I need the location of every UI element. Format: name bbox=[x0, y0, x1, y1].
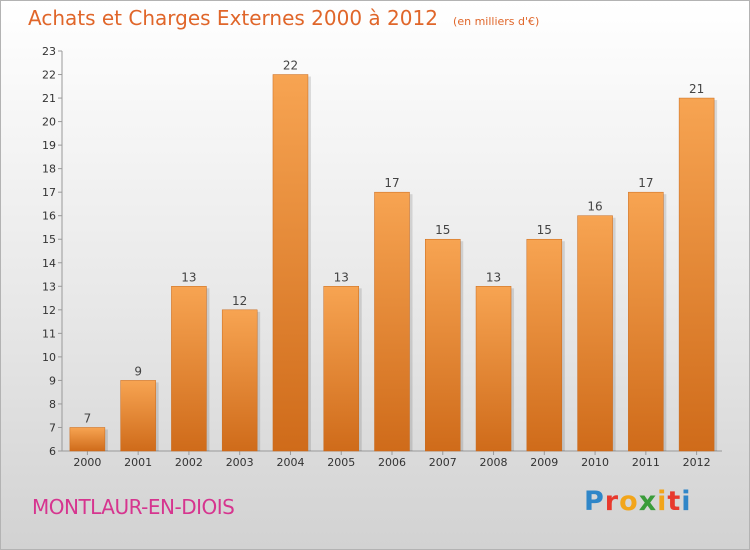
bar-2011 bbox=[628, 191, 664, 452]
x-tick-label: 2006 bbox=[378, 456, 406, 469]
y-tick-label: 12 bbox=[42, 304, 56, 317]
bar-2008 bbox=[475, 286, 512, 452]
logo-letter: o bbox=[619, 486, 639, 517]
x-tick-label: 2012 bbox=[683, 456, 711, 469]
logo-letter: x bbox=[638, 486, 658, 517]
x-tick-label: 2004 bbox=[276, 456, 304, 469]
bar-value-label: 17 bbox=[384, 176, 399, 190]
bar-2004 bbox=[272, 74, 309, 452]
bar-value-label: 13 bbox=[181, 270, 196, 284]
bar-2012 bbox=[678, 97, 715, 452]
town-name: MONTLAUR-EN-DIOIS bbox=[32, 495, 235, 519]
bar-value-label: 16 bbox=[587, 200, 602, 214]
x-tick-label: 2002 bbox=[175, 456, 203, 469]
bar-2001 bbox=[120, 380, 156, 452]
logo-letter: t bbox=[667, 486, 682, 517]
bar-value-label: 22 bbox=[283, 59, 298, 73]
x-tick-label: 2010 bbox=[581, 456, 609, 469]
chart-labels: 7 2000 9 2001 13 2002 12 2003 22 2004 13 2005 17 2006… bbox=[73, 59, 710, 469]
bar-2002 bbox=[171, 286, 207, 452]
x-tick-label: 2008 bbox=[480, 456, 508, 469]
y-tick-label: 23 bbox=[42, 45, 56, 58]
logo-letter: i bbox=[681, 486, 692, 517]
bar-2006 bbox=[374, 191, 410, 452]
x-tick-label: 2005 bbox=[327, 456, 355, 469]
title-row: Achats et Charges Externes 2000 à 2012 (… bbox=[28, 6, 539, 30]
y-tick-label: 10 bbox=[42, 351, 56, 364]
bar-value-label: 13 bbox=[334, 270, 349, 284]
x-tick-label: 2009 bbox=[530, 456, 558, 469]
bar-2007 bbox=[425, 238, 461, 452]
chart-title: Achats et Charges Externes 2000 à 2012 bbox=[28, 6, 438, 30]
bar-2005 bbox=[323, 286, 359, 452]
y-tick-label: 22 bbox=[42, 69, 56, 82]
proxiti-logo: Proxiti bbox=[584, 486, 692, 517]
x-tick-label: 2001 bbox=[124, 456, 152, 469]
bar-2000 bbox=[69, 427, 106, 452]
y-tick-label: 18 bbox=[42, 163, 56, 176]
chart-subtitle: (en milliers d'€) bbox=[453, 15, 540, 28]
bar-2010 bbox=[577, 215, 613, 452]
y-tick-label: 6 bbox=[49, 445, 56, 458]
bar-value-label: 21 bbox=[689, 82, 704, 96]
x-tick-label: 2007 bbox=[429, 456, 457, 469]
y-tick-label: 8 bbox=[49, 398, 56, 411]
x-tick-label: 2003 bbox=[226, 456, 254, 469]
bar-2003 bbox=[221, 309, 258, 452]
y-tick-label: 16 bbox=[42, 210, 56, 223]
logo-letter: r bbox=[604, 486, 620, 517]
x-tick-label: 2011 bbox=[632, 456, 660, 469]
y-tick-label: 7 bbox=[49, 421, 56, 434]
x-tick-label: 2000 bbox=[73, 456, 101, 469]
bar-value-label: 9 bbox=[134, 364, 142, 378]
y-tick-label: 20 bbox=[42, 116, 56, 129]
bar-value-label: 13 bbox=[486, 270, 501, 284]
logo-letter: P bbox=[584, 486, 605, 517]
y-tick-label: 13 bbox=[42, 280, 56, 293]
y-tick-label: 14 bbox=[42, 257, 56, 270]
y-tick-label: 21 bbox=[42, 92, 56, 105]
bar-value-label: 7 bbox=[84, 411, 92, 425]
y-tick-label: 15 bbox=[42, 233, 56, 246]
y-tick-label: 17 bbox=[42, 186, 56, 199]
bar-value-label: 17 bbox=[638, 176, 653, 190]
y-tick-label: 11 bbox=[42, 327, 56, 340]
bar-value-label: 12 bbox=[232, 294, 247, 308]
y-tick-label: 19 bbox=[42, 139, 56, 152]
logo-letter: i bbox=[657, 486, 668, 517]
bar-value-label: 15 bbox=[537, 223, 552, 237]
y-tick-label: 9 bbox=[49, 374, 56, 387]
bar-2009 bbox=[526, 238, 563, 452]
chart-bars bbox=[69, 74, 718, 452]
bar-value-label: 15 bbox=[435, 223, 450, 237]
